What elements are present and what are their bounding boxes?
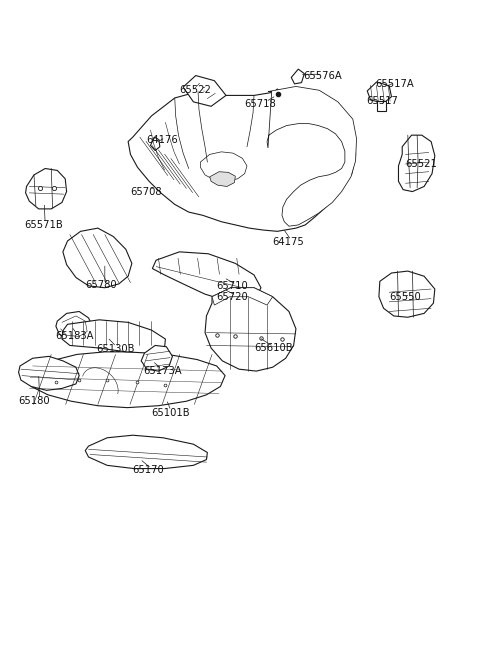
Text: 65522: 65522 <box>180 85 211 95</box>
Polygon shape <box>267 86 357 226</box>
Text: 65571B: 65571B <box>24 220 63 230</box>
Bar <box>377 101 386 111</box>
Polygon shape <box>272 89 283 100</box>
Text: 65610B: 65610B <box>254 343 293 353</box>
Text: 65710: 65710 <box>216 281 249 291</box>
Text: 65718: 65718 <box>245 100 276 109</box>
Polygon shape <box>25 352 225 407</box>
Polygon shape <box>367 82 392 103</box>
Text: 65170: 65170 <box>132 466 164 476</box>
Text: 65576A: 65576A <box>303 71 342 81</box>
Polygon shape <box>85 435 207 468</box>
Polygon shape <box>200 152 247 181</box>
Polygon shape <box>141 345 172 371</box>
Polygon shape <box>212 288 273 305</box>
Polygon shape <box>398 135 435 191</box>
Polygon shape <box>291 69 304 84</box>
Text: 65708: 65708 <box>131 187 162 196</box>
Text: 65720: 65720 <box>216 291 249 302</box>
Text: 65550: 65550 <box>389 291 421 302</box>
Text: 65517: 65517 <box>366 96 398 106</box>
Text: 65180: 65180 <box>19 396 50 406</box>
Polygon shape <box>152 252 261 302</box>
Text: 65130B: 65130B <box>96 344 135 354</box>
Polygon shape <box>151 137 160 151</box>
Polygon shape <box>25 168 67 209</box>
Polygon shape <box>210 172 235 187</box>
Polygon shape <box>56 312 93 342</box>
Polygon shape <box>128 89 356 231</box>
Polygon shape <box>19 356 79 390</box>
Text: 65521: 65521 <box>406 159 437 169</box>
Text: 65780: 65780 <box>85 280 117 290</box>
Polygon shape <box>379 271 435 317</box>
Text: 64175: 64175 <box>273 237 304 247</box>
Text: 65101B: 65101B <box>151 408 190 418</box>
Polygon shape <box>205 288 296 371</box>
Text: 65183A: 65183A <box>55 331 94 341</box>
Polygon shape <box>63 228 132 288</box>
Polygon shape <box>62 320 166 353</box>
Text: 64176: 64176 <box>146 135 178 145</box>
Text: 65173A: 65173A <box>144 366 182 376</box>
Polygon shape <box>183 75 226 106</box>
Text: 65517A: 65517A <box>375 79 414 89</box>
